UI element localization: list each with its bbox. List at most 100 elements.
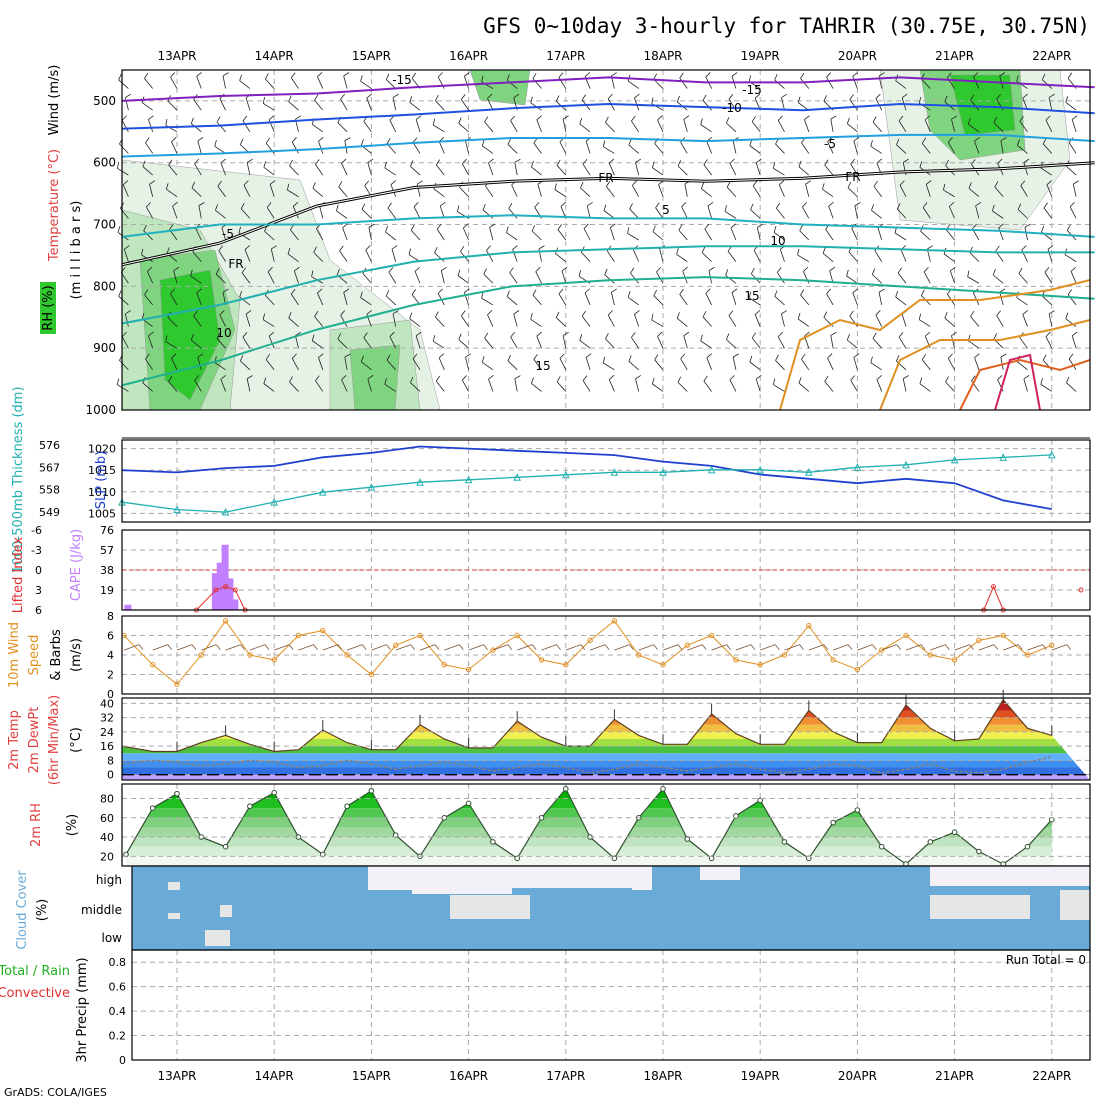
wind-barb-flag bbox=[726, 181, 731, 188]
wind-barb bbox=[409, 96, 421, 111]
wind-barb-flag bbox=[340, 93, 346, 100]
date-label-bottom: 20APR bbox=[838, 1069, 877, 1083]
wind-barb-flag bbox=[702, 311, 707, 318]
wind-barb bbox=[556, 159, 567, 176]
wind-barb-flag bbox=[776, 267, 782, 273]
wind-barb-flag bbox=[924, 115, 931, 121]
wind-barb-staff bbox=[945, 381, 955, 392]
wind-barb-staff bbox=[627, 80, 639, 89]
temp-band bbox=[122, 753, 1090, 761]
wind-barb bbox=[343, 288, 350, 306]
wind-barb-staff bbox=[732, 357, 737, 370]
wind-barb-staff bbox=[433, 188, 445, 198]
wind-barb-flag bbox=[560, 201, 567, 207]
wind-barb-flag bbox=[145, 353, 150, 360]
wind-barb-staff bbox=[145, 358, 154, 371]
wind-barb-staff bbox=[847, 123, 858, 133]
thickness-marker bbox=[902, 460, 910, 469]
wind-speed-point bbox=[465, 666, 472, 673]
wind-barb-staff bbox=[1046, 184, 1053, 197]
temp-units-label: (°C) bbox=[69, 727, 84, 753]
wind-barb-staff bbox=[677, 165, 688, 176]
surface-wind-barb bbox=[517, 644, 537, 651]
wind-barb bbox=[732, 353, 739, 370]
wind-barb-flag bbox=[921, 137, 927, 144]
wind-barb-staff bbox=[166, 188, 178, 198]
wind-barb bbox=[512, 245, 518, 262]
wind-barb-staff bbox=[367, 162, 372, 176]
wind-barb bbox=[996, 310, 1004, 327]
wind-barb-staff bbox=[556, 165, 567, 176]
wind-barb-staff bbox=[1022, 314, 1028, 327]
wind-barb-flag bbox=[970, 94, 975, 101]
wind-barb-staff bbox=[653, 295, 664, 306]
wind-barb bbox=[144, 289, 154, 306]
wind-barb-staff bbox=[1000, 356, 1004, 370]
wind-barb-staff bbox=[290, 293, 299, 306]
pressure-tick-label: 700 bbox=[93, 218, 116, 232]
wind-barb-flag bbox=[216, 332, 221, 339]
wind-barb-flag bbox=[724, 205, 727, 212]
wind-barb-staff bbox=[728, 315, 737, 327]
wind-barb-staff bbox=[409, 101, 421, 111]
wind-barb-staff bbox=[412, 142, 421, 154]
wind-barb-flag bbox=[853, 137, 860, 142]
wind-barb bbox=[318, 353, 324, 370]
wind-barb bbox=[708, 267, 715, 284]
wind-barb bbox=[603, 204, 615, 219]
surface-wind-barb bbox=[638, 644, 658, 651]
wind-barb bbox=[482, 203, 494, 219]
thickness-marker bbox=[367, 483, 376, 491]
wind-barb bbox=[263, 161, 275, 176]
wind-barb-staff bbox=[853, 140, 858, 154]
wind-barb-flag bbox=[678, 224, 683, 231]
wind-barb bbox=[530, 160, 542, 176]
surface-barb-flag bbox=[531, 644, 537, 650]
surface-barb-flag bbox=[653, 644, 658, 650]
wind-barb bbox=[559, 353, 567, 370]
wind-barb bbox=[435, 375, 445, 392]
wind-barb bbox=[850, 375, 858, 392]
wind-barb-flag bbox=[679, 72, 684, 79]
wind-barb-staff bbox=[603, 146, 615, 154]
wind-barb bbox=[967, 334, 980, 349]
wind-barb-staff bbox=[849, 99, 858, 111]
wind-barb-flag bbox=[441, 266, 447, 271]
wind-speed-point bbox=[879, 647, 885, 653]
wind-barb-flag bbox=[971, 375, 976, 382]
wind-barb-flag bbox=[873, 180, 878, 187]
wind-barb-flag bbox=[683, 115, 690, 120]
wind-barb bbox=[269, 180, 276, 197]
wind-barb-staff bbox=[948, 206, 955, 219]
wind-barb bbox=[583, 223, 591, 241]
wind-barb-staff bbox=[343, 292, 348, 306]
wind-barb bbox=[774, 290, 785, 306]
wind-barb-staff bbox=[1045, 336, 1053, 349]
wind-speed-point bbox=[538, 657, 545, 663]
wind-barb bbox=[266, 202, 275, 219]
wind-barb-staff bbox=[487, 98, 494, 111]
wind-barb bbox=[165, 335, 178, 349]
surface-barb-flag bbox=[702, 644, 707, 650]
wind-barb bbox=[317, 72, 324, 89]
wind-barb-staff bbox=[508, 208, 518, 219]
wind-barb bbox=[241, 267, 251, 284]
wind-barb-staff bbox=[779, 249, 785, 262]
wind-barb bbox=[703, 159, 712, 176]
date-label-bottom: 14APR bbox=[255, 1069, 294, 1083]
wind-tick-label: 6 bbox=[107, 630, 114, 643]
wind-barb-flag bbox=[165, 119, 168, 126]
wind-barb-flag bbox=[653, 73, 657, 80]
wind-barb bbox=[682, 266, 688, 284]
wind-barb bbox=[239, 355, 251, 371]
wind-barb-staff bbox=[604, 274, 615, 284]
wind-speed-point bbox=[150, 662, 156, 668]
wind-barb bbox=[631, 180, 640, 197]
wind-barb bbox=[532, 289, 542, 306]
wind-barb bbox=[608, 158, 615, 176]
wind-barb-flag bbox=[708, 267, 715, 271]
wind-barb bbox=[562, 331, 569, 349]
surface-barb-staff bbox=[711, 644, 727, 651]
wind-barb-staff bbox=[338, 186, 348, 197]
wind-barb bbox=[683, 331, 690, 349]
